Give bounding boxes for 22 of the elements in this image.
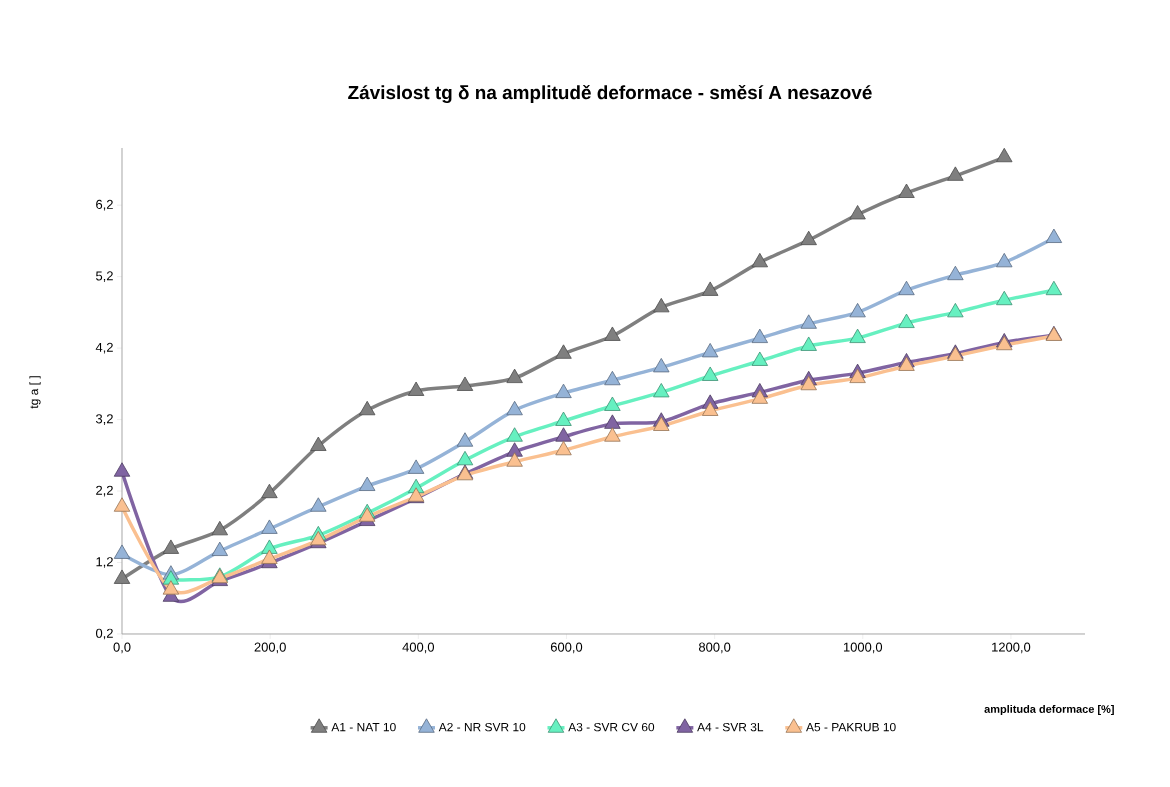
- x-tick-label: 200,0: [254, 642, 286, 654]
- y-axis-title: tg a [ ]: [29, 376, 41, 409]
- legend-label: A4 - SVR 3L: [697, 722, 764, 732]
- x-tick-label: 1200,0: [992, 642, 1031, 654]
- chart-title: Závislost tg δ na amplitudě deformace - směsí A nesazové: [348, 84, 872, 104]
- legend-label: A1 - NAT 10: [331, 722, 396, 732]
- legend-label: A2 - NR SVR 10: [438, 722, 526, 732]
- y-tick-label: 3,2: [95, 414, 113, 425]
- y-tick-label: 1,2: [96, 557, 113, 568]
- y-tick-label: 0,2: [95, 628, 113, 640]
- x-tick-label: 800,0: [698, 642, 731, 654]
- legend-label: A5 - PAKRUB 10: [806, 722, 896, 732]
- legend-label: A3 - SVR CV 60: [568, 722, 655, 732]
- y-tick-label: 2,2: [96, 485, 113, 497]
- x-tick-label: 400,0: [402, 642, 435, 654]
- y-tick-label: 6,2: [96, 199, 113, 211]
- x-axis-title: amplituda deformace [%]: [984, 704, 1114, 716]
- y-tick-label: 4,2: [95, 342, 113, 354]
- x-tick-label: 1000,0: [843, 642, 883, 654]
- x-tick-label: 0,0: [113, 642, 131, 654]
- x-tick-label: 600,0: [550, 642, 583, 654]
- y-tick-label: 5,2: [96, 271, 113, 282]
